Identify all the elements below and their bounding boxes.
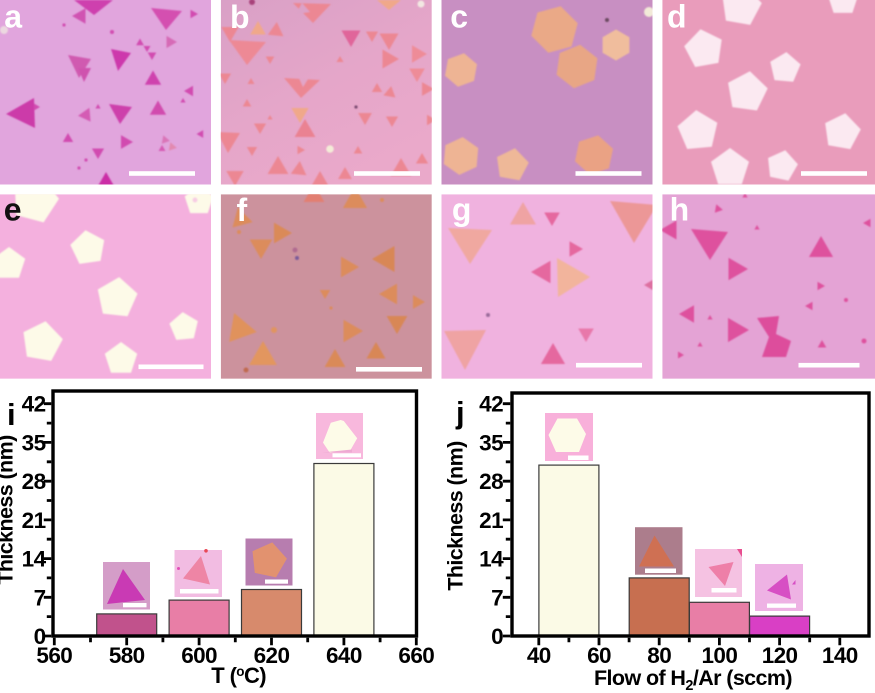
svg-text:g: g	[452, 191, 472, 227]
svg-text:580: 580	[109, 643, 145, 668]
svg-text:T (oC): T (oC)	[211, 663, 266, 688]
svg-text:640: 640	[326, 643, 362, 668]
svg-text:28: 28	[479, 469, 503, 494]
svg-text:0: 0	[491, 624, 503, 649]
svg-text:28: 28	[22, 469, 46, 494]
svg-text:Thickness (nm): Thickness (nm)	[444, 441, 468, 591]
svg-text:14: 14	[479, 547, 504, 572]
svg-text:100: 100	[702, 643, 738, 668]
svg-text:620: 620	[254, 643, 290, 668]
svg-text:560: 560	[36, 643, 72, 668]
svg-text:a: a	[4, 0, 22, 35]
svg-text:b: b	[230, 0, 250, 35]
svg-text:d: d	[667, 0, 687, 35]
svg-text:21: 21	[479, 508, 503, 533]
svg-text:i: i	[7, 397, 16, 432]
svg-text:80: 80	[647, 643, 671, 668]
svg-text:21: 21	[22, 508, 46, 533]
svg-text:60: 60	[587, 643, 611, 668]
svg-text:14: 14	[22, 547, 47, 572]
svg-text:42: 42	[22, 392, 46, 417]
svg-text:c: c	[450, 0, 468, 35]
svg-text:35: 35	[22, 430, 46, 455]
svg-text:7: 7	[491, 585, 503, 610]
svg-text:40: 40	[527, 643, 551, 668]
svg-text:h: h	[670, 191, 690, 227]
svg-text:35: 35	[479, 430, 503, 455]
svg-text:120: 120	[762, 643, 798, 668]
svg-text:7: 7	[34, 585, 46, 610]
svg-text:42: 42	[479, 392, 503, 417]
svg-text:0: 0	[34, 624, 46, 649]
svg-text:660: 660	[398, 643, 434, 668]
svg-text:600: 600	[181, 643, 217, 668]
svg-text:e: e	[4, 191, 22, 227]
svg-text:j: j	[455, 395, 465, 430]
svg-text:Flow of H2/Ar (sccm): Flow of H2/Ar (sccm)	[594, 666, 792, 693]
svg-text:f: f	[237, 192, 248, 228]
svg-text:Thickness (nm): Thickness (nm)	[0, 435, 18, 585]
svg-text:140: 140	[822, 643, 858, 668]
